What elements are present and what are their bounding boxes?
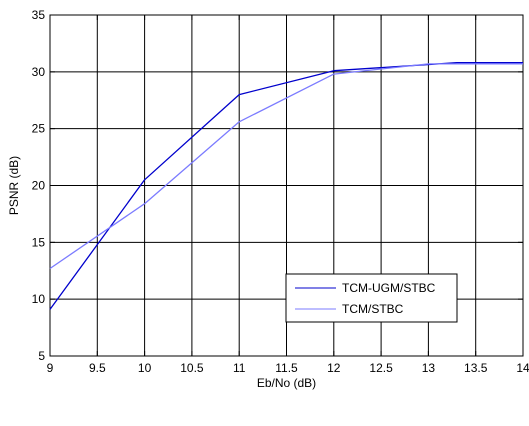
y-tick-label: 10 xyxy=(32,292,46,306)
y-axis-title: PSNR (dB) xyxy=(7,156,21,215)
x-tick-label: 10.5 xyxy=(180,361,204,375)
legend-label-tcm-stbc: TCM/STBC xyxy=(342,302,404,316)
x-axis-title: Eb/No (dB) xyxy=(257,376,316,390)
y-tick-label: 5 xyxy=(38,349,45,363)
x-tick-label: 9.5 xyxy=(89,361,106,375)
y-tick-label: 35 xyxy=(32,8,46,22)
y-tick-label: 30 xyxy=(32,65,46,79)
x-tick-label: 14 xyxy=(516,361,529,375)
x-tick-label: 13 xyxy=(422,361,436,375)
y-tick-label: 25 xyxy=(32,122,46,136)
x-tick-label: 9 xyxy=(47,361,54,375)
x-tick-label: 12 xyxy=(327,361,341,375)
x-tick-label: 10 xyxy=(138,361,152,375)
legend-label-tcm-ugm-stbc: TCM-UGM/STBC xyxy=(342,281,436,295)
x-tick-label: 13.5 xyxy=(464,361,488,375)
y-tick-label: 20 xyxy=(32,179,46,193)
x-tick-label: 11 xyxy=(233,361,246,375)
y-tick-label: 15 xyxy=(32,235,46,249)
x-tick-label: 11.5 xyxy=(275,361,298,375)
legend: TCM-UGM/STBC TCM/STBC xyxy=(286,274,457,322)
x-tick-label: 12.5 xyxy=(369,361,393,375)
